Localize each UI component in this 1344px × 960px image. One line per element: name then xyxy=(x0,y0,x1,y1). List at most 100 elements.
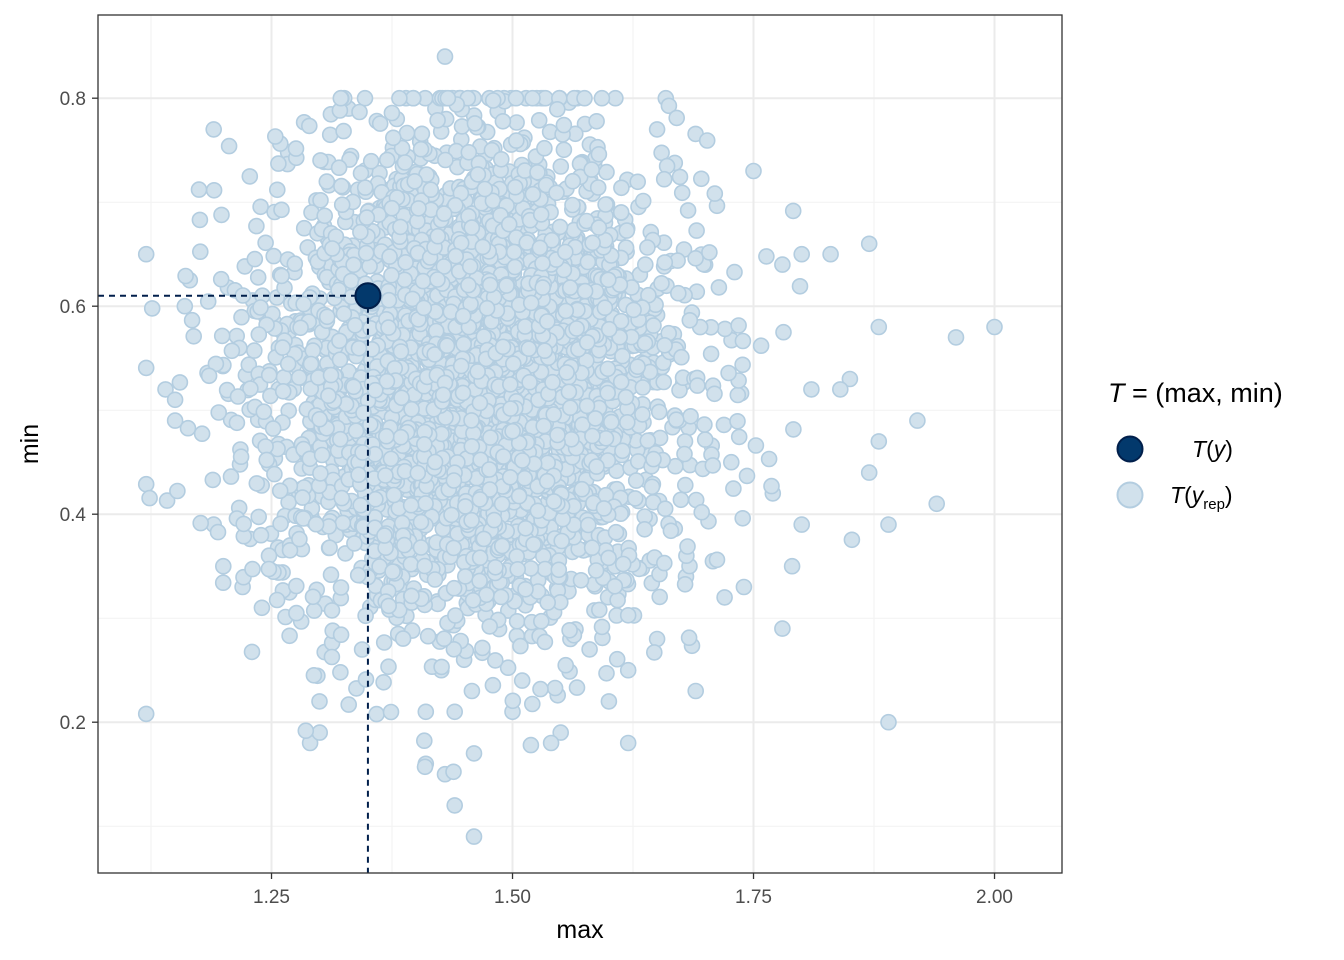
replicate-point xyxy=(536,633,554,651)
replicate-point xyxy=(460,144,478,161)
replicate-point xyxy=(292,319,309,337)
replicate-point xyxy=(618,413,636,431)
replicate-point xyxy=(255,403,273,421)
replicate-point xyxy=(636,256,654,273)
replicate-point xyxy=(318,308,336,326)
replicate-point xyxy=(793,516,811,533)
replicate-point xyxy=(593,89,611,107)
replicate-point xyxy=(614,442,631,460)
replicate-point xyxy=(524,185,542,203)
replicate-point xyxy=(415,732,433,750)
replicate-point xyxy=(692,170,710,188)
replicate-point xyxy=(264,420,282,437)
replicate-point xyxy=(557,302,575,320)
replicate-point xyxy=(350,339,368,357)
replicate-point xyxy=(417,703,435,721)
replicate-point xyxy=(290,369,308,386)
replicate-point xyxy=(784,202,802,220)
replicate-point xyxy=(311,410,328,428)
replicate-point xyxy=(538,313,556,330)
replicate-point xyxy=(734,332,752,350)
replicate-point xyxy=(220,137,238,155)
replicate-point xyxy=(793,245,811,263)
replicate-point xyxy=(578,397,596,415)
replicate-point xyxy=(612,204,630,221)
replicate-point xyxy=(322,366,340,384)
replicate-point xyxy=(274,339,291,356)
replicate-points xyxy=(137,48,1003,845)
replicate-point xyxy=(228,414,246,432)
replicate-point xyxy=(331,430,349,448)
replicate-point xyxy=(179,419,197,437)
replicate-point xyxy=(137,475,155,493)
legend-key-observed xyxy=(1116,435,1144,463)
replicate-point xyxy=(599,360,617,378)
replicate-point xyxy=(287,577,305,595)
replicate-point xyxy=(504,355,522,373)
replicate-point xyxy=(331,332,348,350)
replicate-point xyxy=(538,472,556,490)
x-tick-label: 2.00 xyxy=(976,887,1013,908)
replicate-point xyxy=(584,427,601,445)
replicate-point xyxy=(279,355,297,373)
replicate-point xyxy=(534,254,551,272)
replicate-point xyxy=(305,602,323,619)
replicate-point xyxy=(578,334,596,351)
replicate-point xyxy=(722,453,740,471)
replicate-point xyxy=(522,294,540,312)
replicate-point xyxy=(545,406,563,423)
replicate-point xyxy=(482,429,499,446)
replicate-point xyxy=(785,421,802,438)
replicate-point xyxy=(396,154,414,171)
replicate-point xyxy=(536,139,553,157)
replicate-point xyxy=(532,206,550,223)
replicate-point xyxy=(312,465,329,482)
replicate-point xyxy=(333,489,351,507)
replicate-point xyxy=(679,202,697,219)
replicate-point xyxy=(463,437,481,455)
replicate-point xyxy=(704,457,722,474)
replicate-point xyxy=(266,465,283,483)
replicate-point xyxy=(676,575,694,593)
replicate-point xyxy=(521,373,538,391)
y-tick-label: 0.2 xyxy=(60,713,86,734)
replicate-point xyxy=(463,412,480,429)
replicate-point xyxy=(581,641,598,658)
replicate-point xyxy=(274,382,292,400)
replicate-point xyxy=(392,218,409,236)
y-tick-label: 0.4 xyxy=(60,505,87,526)
replicate-point xyxy=(597,196,614,213)
replicate-point xyxy=(481,461,498,478)
replicate-point xyxy=(447,607,464,624)
replicate-point xyxy=(402,496,420,514)
replicate-point xyxy=(456,568,474,585)
replicate-point xyxy=(209,523,227,541)
replicate-point xyxy=(383,104,401,122)
replicate-point xyxy=(331,351,349,369)
replicate-point xyxy=(639,432,657,450)
replicate-point xyxy=(579,253,597,271)
replicate-point xyxy=(696,431,714,448)
replicate-point xyxy=(466,115,484,132)
replicate-point xyxy=(291,530,308,548)
replicate-point xyxy=(446,797,464,814)
replicate-point xyxy=(843,531,861,549)
replicate-point xyxy=(333,196,351,213)
replicate-point xyxy=(394,630,412,647)
replicate-point xyxy=(426,453,444,471)
replicate-point xyxy=(403,400,420,418)
observed-point xyxy=(354,282,382,310)
replicate-point xyxy=(484,676,502,694)
replicate-point xyxy=(435,630,453,648)
replicate-point xyxy=(383,199,401,217)
replicate-point xyxy=(273,201,290,219)
legend-key-replicates xyxy=(1116,481,1144,509)
replicate-point xyxy=(286,255,304,273)
replicate-point xyxy=(494,113,512,130)
replicate-point xyxy=(233,308,250,326)
replicate-point xyxy=(393,389,410,407)
replicate-point xyxy=(384,563,401,580)
replicate-point xyxy=(210,404,227,421)
replicate-point xyxy=(745,162,762,180)
